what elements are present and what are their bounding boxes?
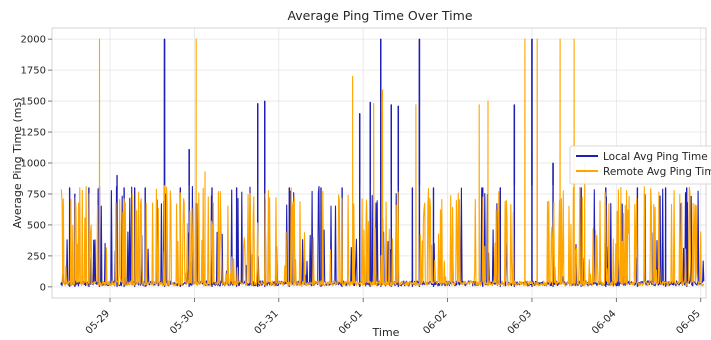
legend-label-remote: Remote Avg Ping Time [603,166,711,178]
x-axis-title: Time [372,326,400,339]
x-tick-label: 06-05 [675,308,703,336]
local-spikes-overlay [163,39,554,186]
series-remote-avg-ping-time [60,38,705,287]
x-tick-label: 05-31 [253,308,281,336]
y-tick-label: 1750 [21,66,46,77]
chart-title: Average Ping Time Over Time [287,8,472,23]
y-tick-label: 0 [40,282,46,293]
y-tick-label: 1500 [21,97,46,108]
y-tick-label: 2000 [21,35,46,46]
y-tick-label: 1250 [21,128,46,139]
x-tick-label: 06-04 [590,308,618,336]
y-tick-label: 250 [27,251,46,262]
y-axis: 0 250 500 750 1000 1250 1500 1750 2000 [21,35,52,293]
y-tick-label: 500 [27,220,46,231]
x-tick-label: 06-01 [337,308,365,336]
x-tick-label: 06-03 [506,308,534,336]
y-tick-label: 750 [27,189,46,200]
x-tick-label: 05-29 [84,308,112,336]
x-tick-label: 06-02 [421,308,449,336]
legend-label-local: Local Avg Ping Time [603,151,708,163]
series-line [60,38,705,287]
y-tick-label: 1000 [21,159,46,170]
legend-box [569,145,711,185]
y-axis-title: Average Ping Time (ms) [11,97,24,228]
legend: Local Avg Ping Time Remote Avg Ping Time [569,145,711,185]
x-tick-label: 05-30 [168,308,196,336]
